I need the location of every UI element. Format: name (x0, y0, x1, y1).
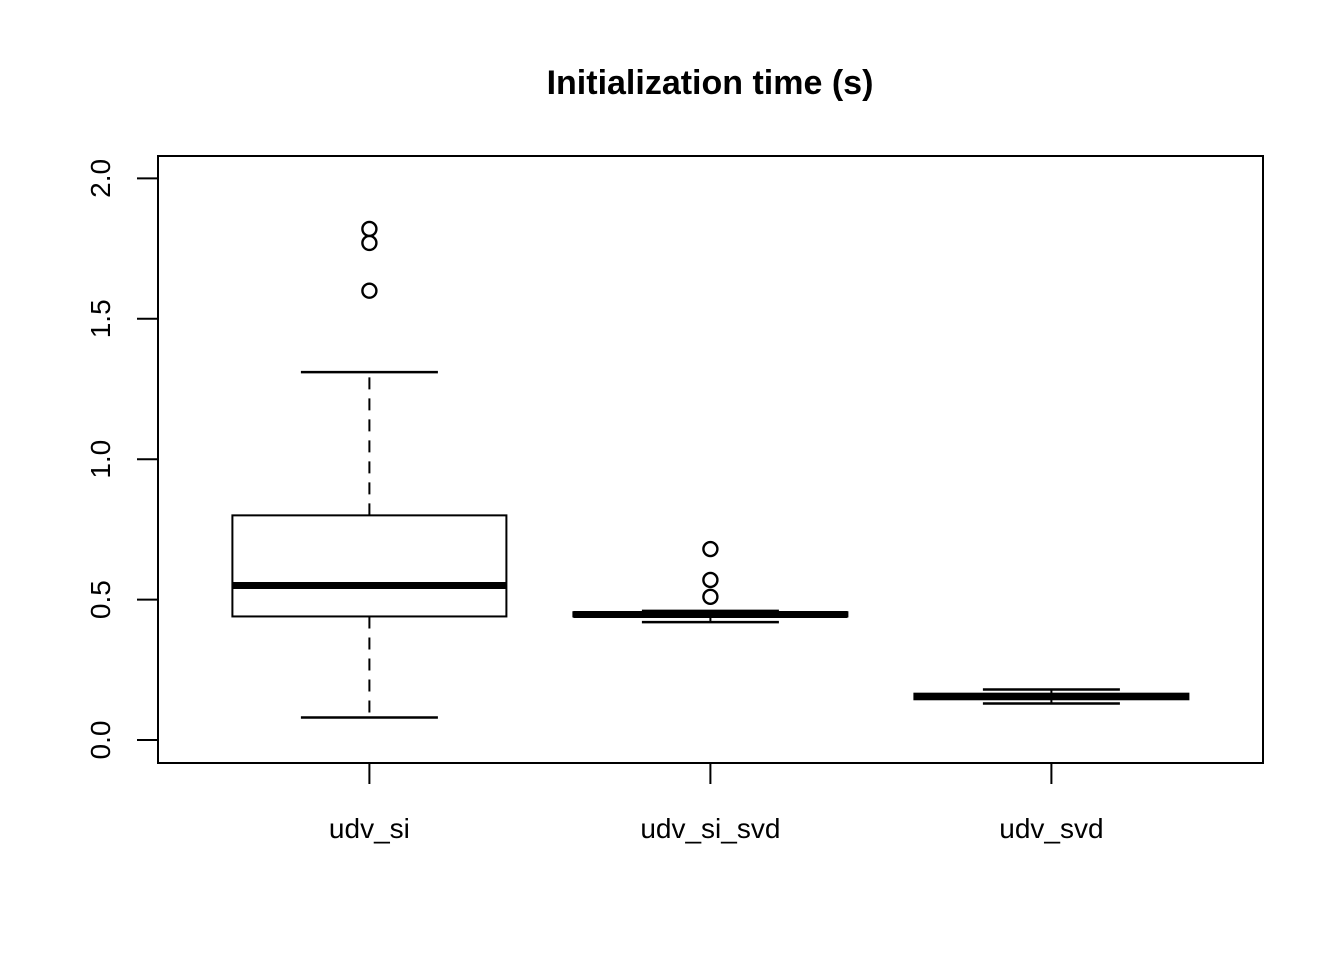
outlier-point (702, 571, 719, 589)
x-category-label: udv_svd (999, 813, 1103, 844)
outlier-point (702, 588, 719, 605)
y-tick-label: 0.0 (85, 721, 116, 760)
iqr-box (231, 514, 508, 618)
plot-area: 0.0 0.5 1.0 1.5 2.0 udv_si udv_si_svd udv_svd (85, 155, 1264, 844)
x-category-label: udv_si_svd (640, 813, 780, 844)
y-tick-label: 1.5 (85, 299, 116, 338)
x-category-label: udv_si (329, 813, 410, 844)
y-tick-label: 1.0 (85, 440, 116, 479)
outlier-point (361, 234, 378, 252)
outlier-point (361, 282, 378, 299)
chart-title: Initialization time (s) (547, 64, 874, 102)
y-tick-label: 0.5 (85, 580, 116, 619)
outlier-point (361, 220, 378, 238)
outlier-point (702, 540, 719, 558)
plot-border (157, 155, 1264, 764)
y-tick-label: 2.0 (85, 159, 116, 198)
